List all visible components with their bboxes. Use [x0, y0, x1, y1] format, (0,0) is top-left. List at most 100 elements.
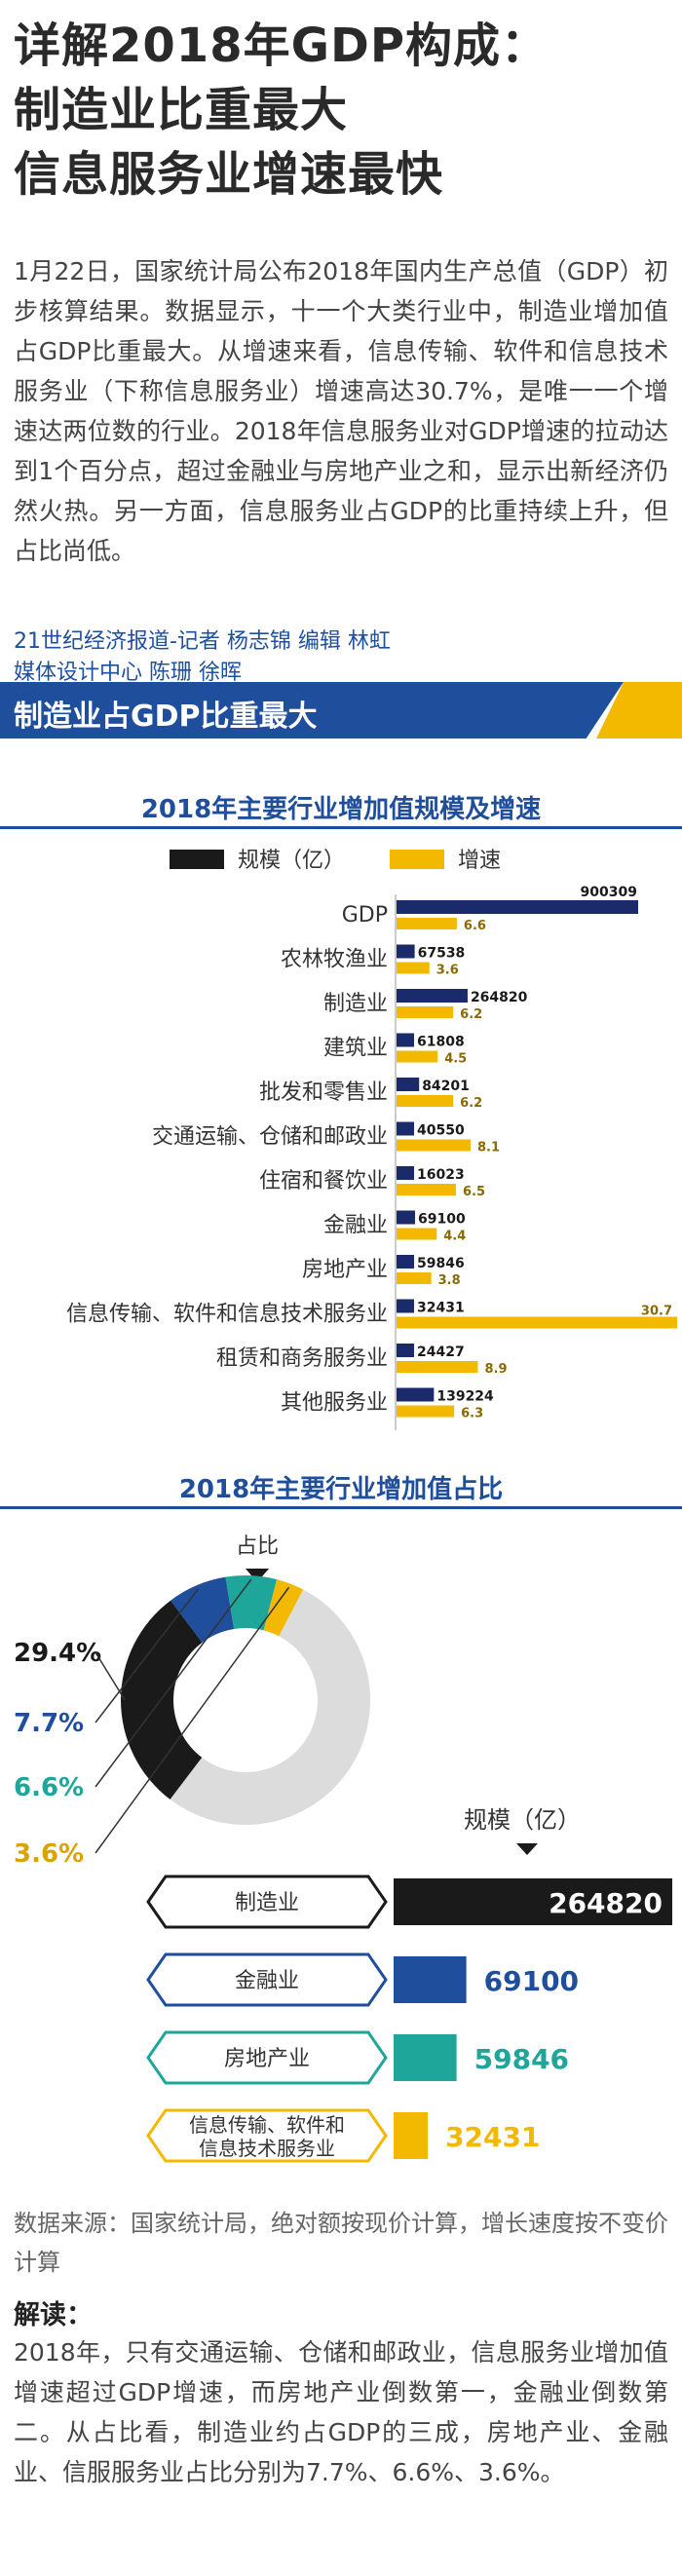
- bar-growth: [397, 1050, 438, 1063]
- intro-paragraph: 1月22日，国家统计局公布2018年国内生产总值（GDP）初步核算结果。数据显示…: [14, 257, 668, 565]
- bar-scale: [397, 989, 468, 1003]
- bar-scale: [397, 1078, 420, 1091]
- slice-label: 7.7%: [14, 1709, 84, 1738]
- category-label: 房地产业: [302, 1258, 388, 1282]
- slice-label: 3.6%: [14, 1839, 84, 1869]
- legend-label-scale: 规模（亿）: [238, 849, 345, 873]
- bar-scale: [397, 1299, 414, 1313]
- bar-growth: [397, 1139, 471, 1152]
- growth-value-label: 30.7: [641, 1305, 672, 1319]
- bar-growth: [397, 1095, 454, 1107]
- bar-scale: [397, 1210, 416, 1225]
- scale-value: 264820: [549, 1887, 663, 1919]
- scale-value-label: 24427: [417, 1345, 465, 1360]
- ring-pointer: [246, 1569, 269, 1582]
- scale-value-label: 900309: [581, 885, 637, 900]
- scale-value-label: 32431: [417, 1301, 465, 1316]
- bar-scale: [397, 1033, 414, 1047]
- bar-growth: [397, 1184, 456, 1195]
- interpretation-text: 2018年，只有交通运输、仓储和邮政业，信息服务业增加值增速超过GDP增速，而房…: [14, 2338, 668, 2486]
- headline-line-1: 详解2018年GDP构成：: [14, 19, 549, 73]
- scale-value-label: 139224: [436, 1389, 494, 1405]
- growth-value-label: 6.5: [463, 1185, 485, 1199]
- credit-reporter: 21世纪经济报道-记者 杨志锦 编辑 林虹: [14, 629, 391, 654]
- slice-label: 6.6%: [14, 1773, 84, 1802]
- growth-value-label: 3.6: [436, 964, 459, 978]
- donut-chart: 占比 29.4% 7.7% 6.6% 3.6%: [14, 1534, 371, 1869]
- ring-label: 占比: [236, 1534, 279, 1559]
- growth-value-label: 4.4: [443, 1230, 466, 1244]
- bar-scale: [397, 1166, 414, 1180]
- growth-value-label: 6.2: [460, 1007, 482, 1022]
- growth-value-label: 6.3: [461, 1407, 483, 1421]
- scale-bar: [394, 1956, 467, 2003]
- scale-value-label: 69100: [418, 1212, 466, 1228]
- category-tag-label: 房地产业: [224, 2047, 310, 2071]
- interpretation-label: 解读：: [14, 2300, 93, 2330]
- growth-value-label: 6.2: [460, 1096, 482, 1111]
- bar-growth: [397, 1228, 437, 1240]
- leader-line: [95, 1586, 290, 1854]
- category-label: GDP: [342, 903, 388, 928]
- scale-value-label: 16023: [417, 1167, 465, 1183]
- scale-value: 69100: [484, 1965, 579, 1997]
- growth-value-label: 6.6: [464, 919, 486, 933]
- category-tag: [146, 2108, 388, 2163]
- headline-line-2: 制造业比重最大: [14, 83, 349, 137]
- category-label: 其他服务业: [281, 1391, 388, 1416]
- bar-chart: 规模（亿） 增速 GDP 900309 6.6 农林牧渔业 67538 3.6 制造业 26482…: [66, 849, 677, 1430]
- pie-chart-title-rule: [0, 1506, 682, 1509]
- scale-value-label: 40550: [417, 1123, 465, 1139]
- bar-growth: [397, 918, 457, 929]
- category-label: 制造业: [323, 992, 388, 1016]
- category-label: 住宿和餐饮业: [259, 1169, 388, 1193]
- scale-value-label: 264820: [471, 990, 528, 1005]
- bar-scale: [397, 1344, 414, 1357]
- scale-value-label: 61808: [417, 1035, 465, 1050]
- category-tag-label: 金融业: [235, 1969, 299, 1993]
- headline: 详解2018年GDP构成： 制造业比重最大 信息服务业增速最快: [14, 14, 668, 207]
- slice-label: 29.4%: [14, 1639, 101, 1668]
- bar-growth: [397, 1006, 454, 1018]
- category-tag: [146, 1875, 388, 1929]
- section-banner: 制造业占GDP比重最大: [0, 682, 682, 739]
- growth-value-label: 8.1: [477, 1141, 500, 1155]
- legend-swatch-growth: [390, 850, 444, 869]
- growth-value-label: 4.5: [444, 1052, 467, 1067]
- scale-value: 32431: [445, 2121, 540, 2153]
- category-tag-label: 制造业: [235, 1891, 299, 1915]
- category-label: 批发和零售业: [259, 1080, 388, 1105]
- bar-growth: [397, 1405, 455, 1418]
- bar-scale: [397, 1121, 414, 1136]
- bar-chart-title: 2018年主要行业增加值规模及增速: [140, 795, 542, 824]
- scale-bar: [394, 2112, 429, 2159]
- bar-scale: [397, 1255, 414, 1269]
- bar-growth: [397, 1361, 478, 1373]
- category-label: 农林牧渔业: [281, 948, 388, 972]
- category-tag: [146, 1952, 388, 2007]
- scale-bar: [394, 2034, 457, 2081]
- donut-slice: [170, 1576, 235, 1643]
- bar-growth: [397, 1272, 432, 1284]
- growth-value-label: 8.9: [484, 1362, 507, 1377]
- scale-bar: [394, 1878, 672, 1925]
- section-banner-blue: [0, 682, 624, 739]
- category-label: 信息传输、软件和信息技术服务业: [66, 1303, 388, 1327]
- donut-slice: [263, 1579, 304, 1637]
- donut-slice-other: [170, 1589, 371, 1825]
- scale-value-label: 59846: [417, 1256, 465, 1271]
- leader-line: [95, 1578, 252, 1788]
- scale-value-label: 67538: [418, 946, 466, 962]
- bar-scale: [397, 900, 638, 914]
- category-label: 租赁和商务服务业: [216, 1346, 388, 1371]
- bar-chart-title-rule: [0, 826, 682, 829]
- legend-label-growth: 增速: [458, 849, 501, 873]
- headline-line-3: 信息服务业增速最快: [14, 147, 444, 202]
- category-label: 金融业: [323, 1214, 388, 1238]
- data-source: 数据来源：国家统计局，绝对额按现价计算，增长速度按不变价计算: [14, 2210, 668, 2276]
- category-tag-label: 信息技术服务业: [199, 2137, 335, 2160]
- bar-scale: [397, 944, 415, 959]
- category-tag: [146, 2030, 388, 2085]
- legend-swatch-scale: [170, 850, 224, 869]
- leader-line: [95, 1651, 126, 1701]
